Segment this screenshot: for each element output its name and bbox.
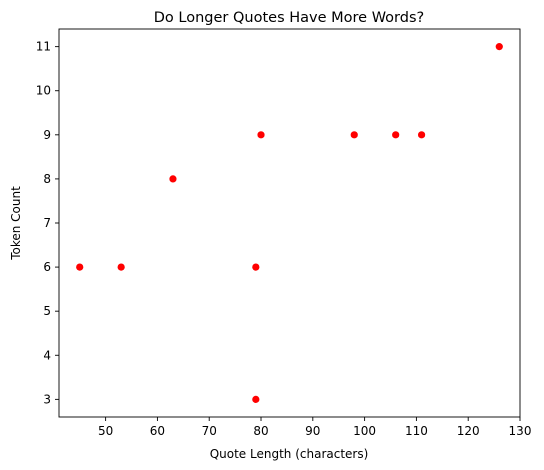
y-tick-label: 4 <box>43 348 51 362</box>
y-tick-label: 3 <box>43 392 51 406</box>
data-point <box>392 131 400 139</box>
x-tick-label: 80 <box>253 424 268 438</box>
data-point <box>76 263 84 271</box>
x-tick-label: 50 <box>98 424 113 438</box>
data-point <box>252 395 260 403</box>
chart-title: Do Longer Quotes Have More Words? <box>154 10 424 26</box>
data-point <box>117 263 125 271</box>
x-tick-label: 120 <box>457 424 480 438</box>
y-tick-label: 11 <box>36 40 51 54</box>
x-tick-label: 90 <box>305 424 320 438</box>
y-tick-label: 8 <box>43 172 51 186</box>
data-point <box>169 175 177 183</box>
x-axis-label: Quote Length (characters) <box>210 447 369 461</box>
x-tick-label: 100 <box>353 424 376 438</box>
y-tick-label: 9 <box>43 128 51 142</box>
x-tick-label: 110 <box>405 424 428 438</box>
y-axis-label: Token Count <box>9 186 23 261</box>
data-point <box>417 131 426 139</box>
data-point <box>495 43 503 51</box>
y-axis: 3 4 5 6 7 8 9 10 11 <box>36 40 59 406</box>
x-tick-label: 60 <box>150 424 165 438</box>
data-point <box>257 131 265 139</box>
x-tick-label: 130 <box>509 424 532 438</box>
x-axis: 50 60 70 80 90 100 110 120 130 <box>98 417 531 438</box>
y-tick-label: 7 <box>43 216 51 230</box>
plot-area <box>58 28 521 418</box>
y-tick-label: 10 <box>36 84 51 98</box>
x-tick-label: 70 <box>202 424 217 438</box>
y-tick-label: 5 <box>43 304 51 318</box>
y-tick-label: 6 <box>43 260 51 274</box>
plot-frame <box>58 28 521 418</box>
data-point <box>350 131 358 139</box>
data-point <box>252 263 260 271</box>
data-points <box>76 43 503 403</box>
